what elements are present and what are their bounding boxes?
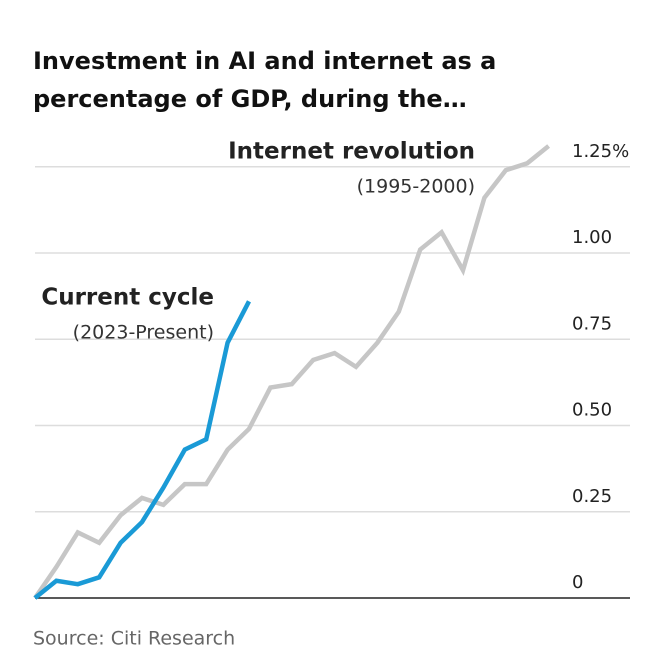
chart-title-line: percentage of GDP, during the…: [33, 85, 467, 113]
y-tick-label: 0.75: [572, 313, 612, 334]
series-line: [33, 144, 551, 600]
y-tick-label: 0.25: [572, 486, 612, 507]
y-tick-label: 1.25%: [572, 141, 629, 162]
series-name: Current cycle: [41, 285, 214, 311]
y-tick-label: 0: [572, 572, 583, 593]
series-name: Internet revolution: [228, 139, 475, 165]
series-line: [33, 300, 251, 600]
source: Source: Citi Research: [33, 628, 235, 650]
y-tick-label: 0.50: [572, 400, 612, 421]
chart-title-line: Investment in AI and internet as a: [33, 47, 496, 75]
series-period: (1995-2000): [357, 176, 475, 198]
series-period: (2023-Present): [73, 322, 214, 344]
y-tick-label: 1.00: [572, 227, 612, 248]
